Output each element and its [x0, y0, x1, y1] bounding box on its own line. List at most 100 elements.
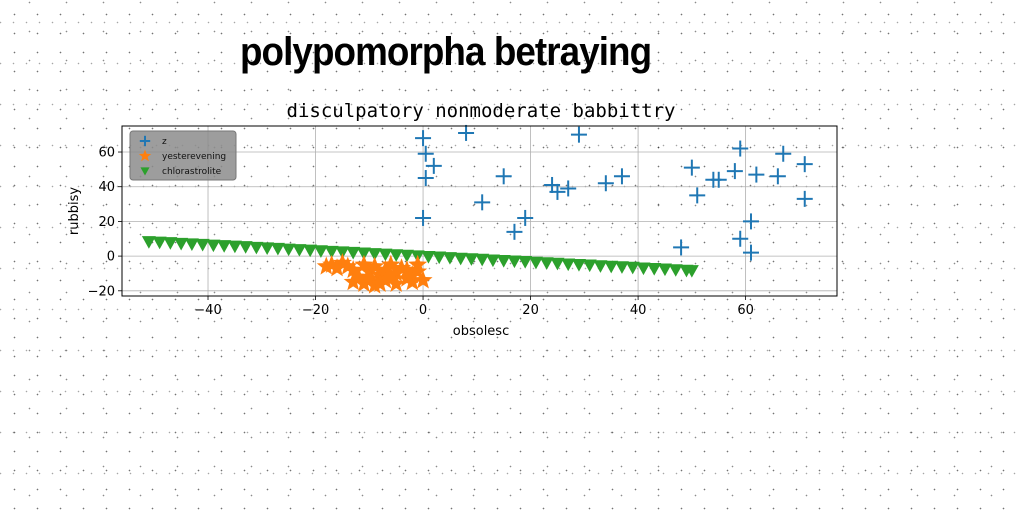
- yesterevening-point: [413, 270, 433, 289]
- chlorastrolite-point: [507, 255, 522, 269]
- x-tick-label: 40: [630, 303, 647, 318]
- legend-marker-chlorastrolite: [140, 167, 150, 176]
- yesterevening-point: [327, 258, 347, 277]
- chlorastrolite-point: [604, 260, 619, 274]
- z-point: [417, 145, 434, 162]
- z-point: [710, 171, 727, 188]
- yesterevening-point: [386, 263, 406, 282]
- z-point: [474, 194, 491, 211]
- x-tick-label: −40: [194, 303, 221, 318]
- data-points: [141, 124, 813, 294]
- yesterevening-point: [397, 268, 417, 287]
- x-tick-label: 20: [522, 303, 539, 318]
- z-point: [415, 130, 432, 147]
- yesterevening-point: [375, 270, 395, 289]
- axis-ticks: −40 −20 0 20 40 60 −20 0 20 40 60: [88, 146, 754, 318]
- chlorastrolite-point: [485, 254, 500, 268]
- yesterevening-point: [408, 261, 428, 280]
- chlorastrolite-point: [550, 257, 565, 271]
- chlorastrolite-point: [206, 239, 221, 253]
- yesterevening-point: [354, 254, 374, 273]
- yesterevening-point: [349, 266, 369, 286]
- z-point: [748, 166, 765, 183]
- z-point: [769, 168, 786, 185]
- chlorastrolite-point: [152, 236, 167, 250]
- chlorastrolite-point: [174, 237, 189, 251]
- legend-marker-z: [139, 135, 151, 147]
- z-point: [683, 159, 700, 176]
- z-point: [506, 223, 523, 240]
- chlorastrolite-point: [475, 253, 490, 267]
- z-point: [732, 230, 749, 247]
- z-point: [495, 168, 512, 185]
- z-point: [673, 239, 690, 256]
- z-point: [726, 163, 743, 180]
- z-point: [796, 156, 813, 173]
- series-chlorastrolite: [141, 236, 699, 278]
- chlorastrolite-point: [281, 243, 296, 257]
- yesterevening-point: [338, 256, 358, 275]
- chlorastrolite-point: [593, 260, 608, 273]
- chlorastrolite-point: [163, 237, 178, 250]
- z-point: [732, 140, 749, 157]
- chlorastrolite-point: [421, 251, 436, 264]
- chlorastrolite-point: [582, 259, 597, 273]
- series-z: [415, 124, 813, 261]
- y-tick-label: 60: [98, 146, 115, 161]
- chlorastrolite-point: [335, 246, 350, 259]
- y-tick-label: 40: [98, 180, 115, 195]
- legend: z yesterevening chlorastrolite: [129, 130, 237, 181]
- chlorastrolite-point: [184, 238, 199, 251]
- chlorastrolite-point: [389, 249, 404, 262]
- chlorastrolite-point: [561, 258, 576, 272]
- chlorastrolite-point: [464, 253, 479, 266]
- chlorastrolite-point: [227, 240, 242, 254]
- chlorastrolite-point: [614, 261, 629, 274]
- chlorastrolite-point: [496, 255, 511, 268]
- y-tick-label: −20: [88, 284, 115, 299]
- chlorastrolite-point: [453, 252, 468, 266]
- z-point: [570, 126, 587, 143]
- chlorastrolite-point: [313, 245, 328, 258]
- chlorastrolite-point: [270, 242, 285, 256]
- chlorastrolite-point: [346, 246, 361, 260]
- z-point: [458, 124, 475, 141]
- x-tick-label: −20: [302, 303, 329, 318]
- y-tick-label: 0: [107, 250, 115, 265]
- plot-frame: [121, 125, 838, 297]
- chlorastrolite-point: [518, 256, 533, 269]
- y-tick-label: 20: [98, 215, 115, 230]
- chlorastrolite-point: [684, 265, 699, 278]
- chlorastrolite-point: [249, 241, 264, 255]
- yesterevening-point: [316, 256, 336, 275]
- chlorastrolite-point: [303, 244, 318, 258]
- chlorastrolite-point: [292, 244, 307, 257]
- yesterevening-point: [381, 254, 401, 273]
- chlorastrolite-point: [539, 257, 554, 270]
- z-point: [415, 209, 432, 226]
- y-axis-label: rubbisy: [67, 187, 82, 235]
- x-tick-label: 0: [419, 303, 427, 318]
- legend-label: chlorastrolite: [162, 167, 222, 177]
- z-point: [742, 213, 759, 230]
- chlorastrolite-point: [442, 252, 457, 265]
- yesterevening-point: [397, 259, 417, 279]
- z-point: [597, 175, 614, 192]
- z-point: [549, 183, 566, 200]
- legend-box: [129, 130, 237, 181]
- yesterevening-point: [354, 273, 374, 292]
- z-point: [417, 170, 434, 187]
- yesterevening-point: [322, 254, 342, 273]
- chlorastrolite-point: [324, 245, 339, 259]
- z-point: [742, 244, 759, 261]
- x-tick-label: 60: [737, 303, 754, 318]
- chlorastrolite-point: [528, 256, 543, 270]
- chlorastrolite-point: [356, 247, 371, 261]
- chart-title: disculpatory nonmoderate babbittry: [287, 100, 676, 122]
- chlorastrolite-point: [367, 248, 382, 261]
- chlorastrolite-point: [625, 261, 640, 275]
- chlorastrolite-point: [378, 248, 393, 262]
- chlorastrolite-point: [668, 264, 683, 277]
- yesterevening-point: [370, 273, 390, 292]
